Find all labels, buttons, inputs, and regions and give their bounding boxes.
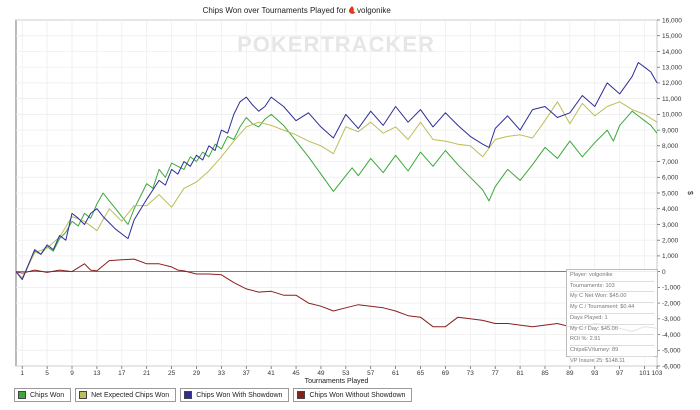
stats-tournaments: Tournaments: 103 — [570, 280, 654, 292]
stats-per-tournament: My C / Tournament: $0.44 — [570, 302, 654, 313]
x-tick-label: 97 — [616, 370, 624, 377]
series-line-chips-won-without-showdown — [15, 258, 658, 332]
x-tick-label: 81 — [516, 370, 524, 377]
x-tick-label: 73 — [467, 370, 475, 377]
chart-title: Chips Won over Tournaments Played for — [203, 6, 347, 15]
legend-swatch — [297, 391, 306, 399]
y-tick-label: 16,000 — [662, 17, 682, 24]
y-tick-label: 6,000 — [662, 175, 679, 182]
stats-per-day: My C / Day: $45.00 — [570, 323, 654, 335]
x-tick-label: 53 — [342, 370, 350, 377]
x-tick-label: 101 — [639, 370, 650, 377]
y-tick-label: -6,000 — [662, 363, 681, 370]
y-tick-label: 13,000 — [662, 64, 682, 71]
stats-chipsev: ChipsEV/turney: 89 — [570, 344, 654, 356]
legend-label: Chips Won — [30, 391, 65, 399]
legend-item: Chips Won With Showdown — [180, 388, 290, 402]
y-tick-label: -3,000 — [662, 316, 681, 323]
x-tick-label: 5 — [45, 370, 49, 377]
x-tick-label: 17 — [118, 370, 126, 377]
y-tick-label: 11,000 — [662, 96, 682, 103]
x-tick-label: 61 — [392, 370, 400, 377]
x-tick-label: 57 — [367, 370, 375, 377]
x-tick-label: 21 — [143, 370, 151, 377]
stats-net-won: My C Net Won: $45.00 — [570, 291, 654, 302]
legend-swatch — [184, 391, 193, 399]
y-tick-label: -5,000 — [662, 348, 681, 355]
x-tick-label: 37 — [243, 370, 251, 377]
watermark: POKERTRACKER — [237, 32, 435, 57]
x-tick-label: 89 — [566, 370, 574, 377]
y-tick-label: 12,000 — [662, 80, 682, 87]
x-tick-label: 9 — [70, 370, 74, 377]
y-tick-label: 3,000 — [662, 222, 679, 229]
y-tick-label: 7,000 — [662, 159, 679, 166]
x-tick-label: 103 — [652, 370, 663, 377]
stats-roi: ROI %: 2.91 — [570, 334, 654, 345]
y-tick-label: 2,000 — [662, 237, 679, 244]
chart-player: volgonike — [357, 6, 391, 15]
y-tick-label: -4,000 — [662, 332, 681, 339]
x-tick-label: 45 — [292, 370, 300, 377]
legend: Chips Won Net Expected Chips Won Chips Won… — [14, 388, 416, 402]
x-tick-label: 69 — [442, 370, 450, 377]
x-tick-label: 85 — [541, 370, 549, 377]
y-tick-label: 14,000 — [662, 49, 682, 56]
y-axis-title: $ — [686, 191, 693, 195]
legend-swatch — [79, 391, 88, 399]
x-tick-label: 33 — [218, 370, 226, 377]
legend-label: Chips Won Without Showdown — [309, 391, 406, 399]
y-tick-label: 0 — [662, 269, 666, 276]
legend-label: Chips Won With Showdown — [196, 391, 283, 399]
y-tick-label: -2,000 — [662, 300, 681, 307]
legend-swatch — [18, 391, 26, 399]
series-line-chips-won-with-showdown — [15, 62, 658, 280]
stats-days-played: Days Played: 1 — [570, 312, 654, 324]
y-tick-label: 4,000 — [662, 206, 679, 213]
legend-item: Net Expected Chips Won — [75, 388, 177, 402]
y-tick-label: 5,000 — [662, 190, 679, 197]
y-tick-label: 9,000 — [662, 127, 679, 134]
series-line-chips-won — [15, 110, 658, 280]
flame-icon — [348, 6, 356, 14]
y-tick-label: 8,000 — [662, 143, 679, 150]
stats-player: Player: volgonike — [570, 272, 613, 278]
x-tick-label: 13 — [93, 370, 101, 377]
y-tick-label: 15,000 — [662, 33, 682, 40]
y-tick-label: 1,000 — [662, 253, 679, 260]
x-tick-label: 49 — [317, 370, 325, 377]
x-tick-label: 29 — [193, 370, 201, 377]
stats-vpinsure: VP Insure 25: $148.11 — [570, 355, 654, 367]
x-axis-title: Tournaments Played — [305, 378, 369, 385]
x-tick-label: 41 — [268, 370, 276, 377]
y-tick-label: 10,000 — [662, 112, 682, 119]
legend-item: Chips Won — [14, 388, 72, 402]
x-tick-label: 65 — [417, 370, 425, 377]
x-tick-label: 1 — [20, 370, 24, 377]
x-tick-label: 77 — [492, 370, 500, 377]
stats-box: Player: volgonike Tournaments: 103 My C … — [566, 269, 658, 364]
legend-item: Chips Won Without Showdown — [293, 388, 413, 402]
series-line-net-expected-chips-won — [15, 101, 658, 279]
y-tick-label: -1,000 — [662, 285, 681, 292]
x-tick-label: 25 — [168, 370, 176, 377]
x-tick-label: 93 — [591, 370, 599, 377]
legend-label: Net Expected Chips Won — [91, 391, 170, 399]
